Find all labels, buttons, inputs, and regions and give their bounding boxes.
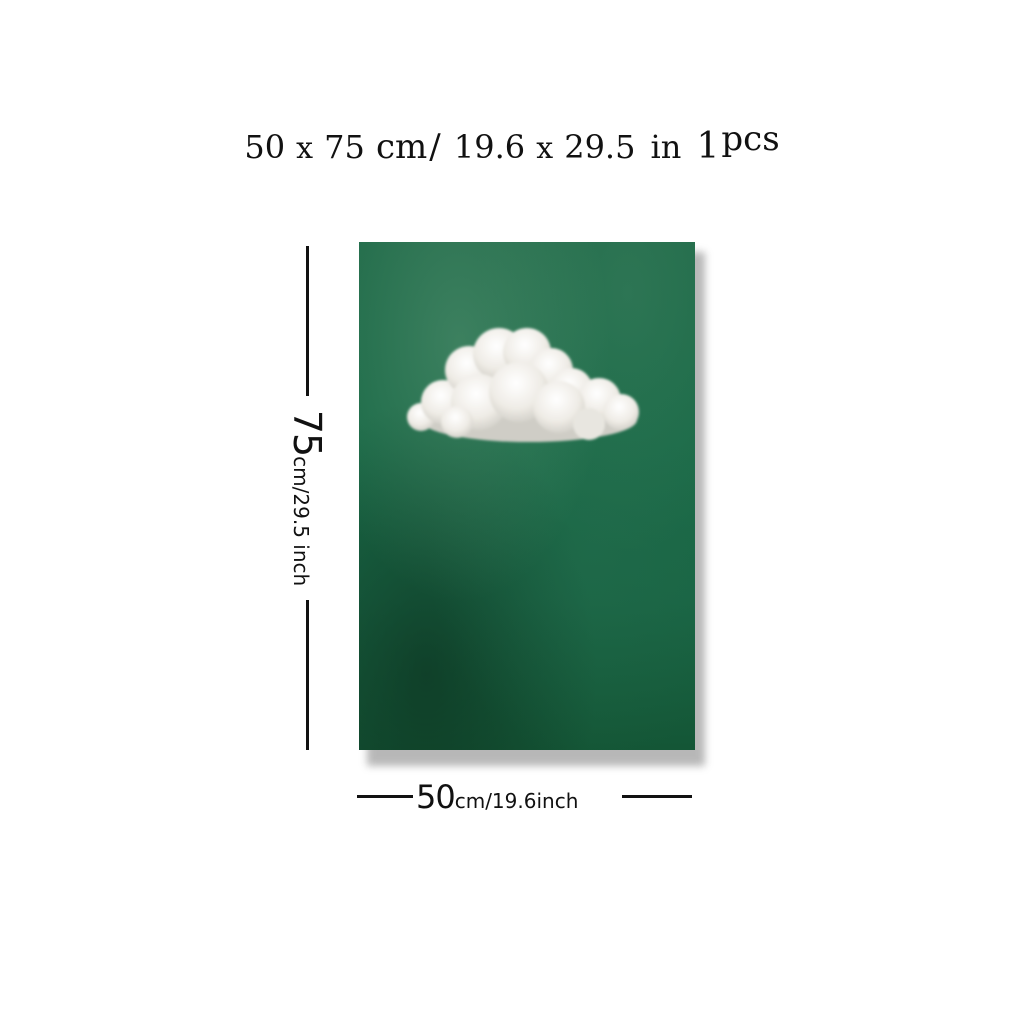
title-times-sign: x (296, 131, 314, 166)
product-size-title: 50 x 75 cm/ 19.6 x 29.5 in 1pcs (0, 119, 1024, 167)
title-width-cm: 50 (244, 128, 286, 166)
width-dimension-line-right (622, 795, 692, 798)
title-width-inch: 19.6 (453, 128, 526, 166)
width-dimension-label: 50cm/19.6inch (416, 778, 578, 816)
height-dimension-value: 75 (285, 409, 329, 457)
width-dimension-value: 50 (416, 778, 456, 816)
width-dimension-unit: cm/19.6inch (454, 789, 579, 813)
height-dimension-line-top (306, 246, 309, 396)
height-dimension-label: 75cm/29.5 inch (285, 410, 329, 586)
title-piece-unit: pcs (721, 119, 780, 159)
title-unit-inch: in (650, 128, 682, 166)
cloud-icon (407, 328, 639, 442)
height-dimension-unit: cm/29.5 inch (289, 456, 313, 587)
height-dimension-line-bottom (306, 600, 309, 750)
title-times-sign-2: x (536, 131, 554, 166)
width-dimension-line-left (357, 795, 413, 798)
title-separator: / (429, 127, 441, 167)
title-height-cm: 75 (324, 128, 365, 166)
title-height-inch: 29.5 (564, 128, 636, 166)
canvas-painting (359, 242, 695, 750)
cloud-artwork-image (407, 328, 639, 442)
title-unit-cm: cm (375, 127, 428, 167)
title-piece-count: 1 (696, 126, 720, 167)
